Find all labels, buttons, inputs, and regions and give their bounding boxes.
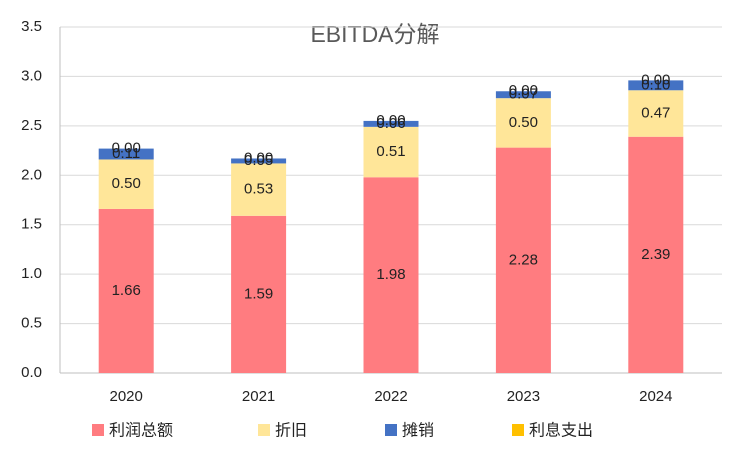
data-label: 2.39 (641, 246, 670, 263)
chart-title: EBITDA分解 (310, 21, 439, 47)
legend-label: 利息支出 (529, 421, 593, 440)
bar-segment (495, 91, 551, 99)
data-label: 0.50 (112, 175, 141, 192)
x-tick-label: 2024 (639, 388, 672, 405)
y-tick-label: 0.5 (21, 315, 42, 332)
bar-segment (231, 163, 287, 216)
data-label: 0.00 (376, 112, 405, 129)
data-label: 0.10 (641, 76, 670, 93)
data-label: 0.47 (641, 104, 670, 121)
data-label: 0.53 (244, 181, 273, 198)
bar-segment (231, 215, 287, 373)
bar-segment (363, 126, 419, 178)
bar-segment (628, 136, 684, 373)
data-label: 0.00 (509, 82, 538, 99)
data-label: 0.06 (376, 115, 405, 132)
x-tick-label: 2023 (507, 388, 540, 405)
bar-segment (495, 147, 551, 373)
bar-segment (363, 120, 419, 127)
bar-segment (495, 98, 551, 148)
y-tick-label: 0.0 (21, 364, 42, 381)
x-tick-label: 2022 (374, 388, 407, 405)
legend-label: 利润总额 (109, 421, 173, 440)
y-tick-label: 3.5 (21, 18, 42, 35)
data-label: 0.00 (112, 140, 141, 157)
data-label: 1.98 (376, 266, 405, 283)
data-label: 1.66 (112, 282, 141, 299)
data-label: 0.11 (112, 145, 140, 162)
legend-swatch (258, 424, 270, 436)
legend-label: 折旧 (275, 421, 307, 440)
legend-label: 摊销 (402, 421, 434, 440)
data-label: 0.00 (641, 71, 670, 88)
data-label: 1.59 (244, 285, 273, 302)
bar-segment (98, 148, 154, 160)
data-label: 0.07 (509, 86, 538, 103)
y-tick-label: 1.0 (21, 265, 42, 282)
x-tick-label: 2021 (242, 388, 275, 405)
y-tick-label: 3.0 (21, 67, 42, 84)
y-tick-label: 2.0 (21, 166, 42, 183)
legend-swatch (385, 424, 397, 436)
data-label: 0.51 (376, 143, 405, 160)
data-label: 0.50 (509, 114, 538, 131)
data-label: 2.28 (509, 251, 538, 268)
x-tick-label: 2020 (110, 388, 143, 405)
bar-segment (363, 177, 419, 373)
bar-segment (231, 158, 287, 164)
bar-segment (98, 208, 154, 373)
bar-segment (628, 90, 684, 137)
y-tick-label: 2.5 (21, 117, 42, 134)
legend-swatch (512, 424, 524, 436)
data-label: 0.05 (244, 152, 273, 169)
bar-segment (628, 80, 684, 91)
data-label: 0.00 (244, 149, 273, 166)
bar-segment (98, 159, 154, 209)
legend-swatch (92, 424, 104, 436)
y-tick-label: 1.5 (21, 216, 42, 233)
